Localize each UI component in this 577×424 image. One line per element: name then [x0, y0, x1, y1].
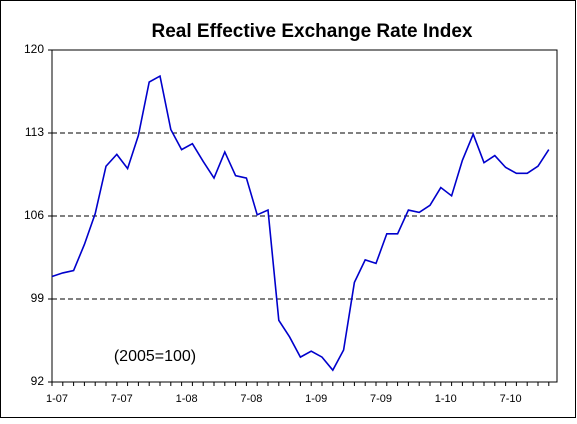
- y-tick-label: 92: [31, 374, 45, 388]
- x-tick-label: 1-09: [305, 393, 327, 405]
- y-tick-label: 120: [24, 42, 44, 56]
- x-tick-label: 7-08: [240, 393, 262, 405]
- x-tick-label: 7-10: [500, 393, 522, 405]
- y-tick-label: 113: [25, 125, 44, 139]
- plot-area: [51, 49, 558, 383]
- y-tick-label: 106: [24, 208, 44, 222]
- x-tick-label: 7-09: [370, 393, 392, 405]
- x-tick-label: 1-08: [176, 393, 198, 405]
- annotation: (2005=100): [114, 348, 196, 365]
- x-tick-label: 1-10: [435, 393, 457, 405]
- x-tick-label: 1-07: [46, 393, 68, 405]
- y-tick-label: 99: [31, 291, 45, 305]
- chart-title: Real Effective Exchange Rate Index: [151, 21, 472, 42]
- data-line: [51, 74, 550, 372]
- x-tick-label: 7-07: [111, 393, 133, 405]
